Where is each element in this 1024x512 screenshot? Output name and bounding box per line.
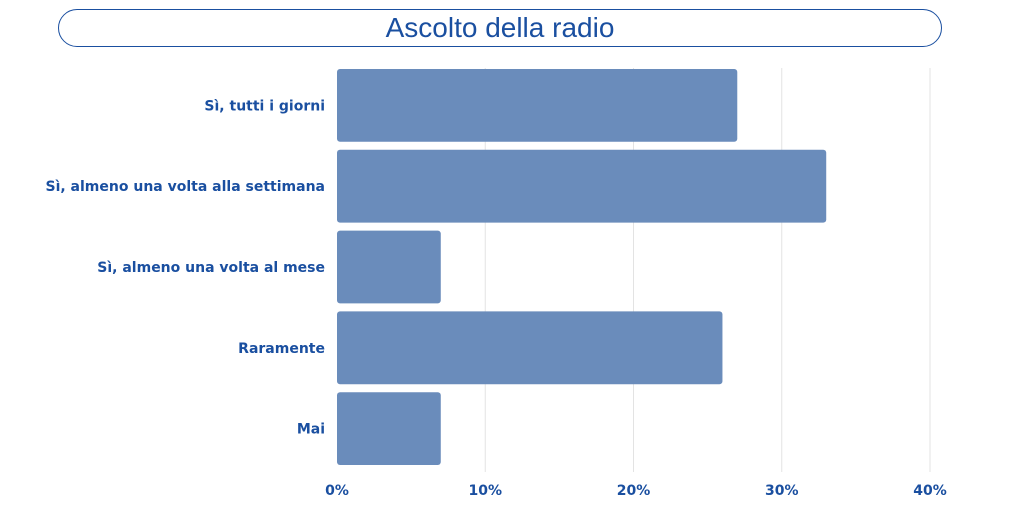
category-label: Sì, tutti i giorni: [204, 98, 325, 114]
category-label: Raramente: [238, 341, 325, 357]
chart-title: Ascolto della radio: [385, 12, 615, 43]
bar: [337, 230, 441, 304]
x-tick-labels: 0% 10% 20% 30% 40%: [325, 483, 947, 499]
category-label: Sì, almeno una volta alla settimana: [45, 179, 325, 195]
bar: [337, 392, 441, 465]
chart-title-box: Ascolto della radio: [58, 9, 942, 47]
bars: [337, 69, 827, 465]
bar: [337, 311, 723, 385]
x-tick-label: 20%: [617, 483, 651, 499]
bar: [337, 69, 738, 142]
category-label: Mai: [297, 422, 325, 438]
x-tick-label: 10%: [468, 483, 502, 499]
x-tick-label: 40%: [913, 483, 947, 499]
x-tick-label: 30%: [765, 483, 799, 499]
bar: [337, 149, 827, 223]
category-label: Sì, almeno una volta al mese: [97, 260, 325, 276]
category-labels: Sì, tutti i giorni Sì, almeno una volta a…: [45, 98, 325, 437]
x-tick-label: 0%: [325, 483, 349, 499]
